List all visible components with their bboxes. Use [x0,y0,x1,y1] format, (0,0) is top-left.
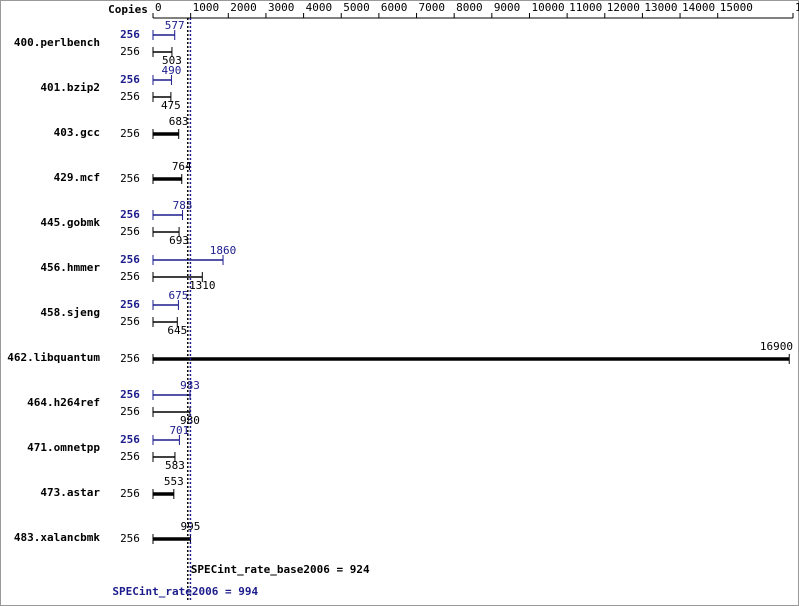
benchmark-name: 400.perlbench [14,36,100,49]
reference-label: SPECint_rate2006 = 994 [112,585,258,598]
benchmark-name: 445.gobmk [40,216,100,229]
base-copies: 256 [120,450,140,463]
x-tick-label: 4000 [306,1,333,14]
benchmark-name: 473.astar [40,486,100,499]
value-label: 693 [169,234,189,247]
value-label: 983 [180,379,200,392]
value-label: 675 [168,289,188,302]
value-label: 1860 [210,244,237,257]
x-tick-label: 17000 [795,1,799,14]
value-label: 645 [167,324,187,337]
benchmark-name: 483.xalancbmk [14,531,100,544]
value-label: 16900 [760,340,793,353]
benchmark-name: 401.bzip2 [40,81,100,94]
base-copies: 256 [120,225,140,238]
value-label: 490 [162,64,182,77]
peak-copies: 256 [120,433,140,446]
value-label: 683 [169,115,189,128]
base-copies: 256 [120,315,140,328]
value-label: 475 [161,99,181,112]
value-label: 980 [180,414,200,427]
x-tick-label: 3000 [268,1,295,14]
x-tick-label: 9000 [494,1,520,14]
x-tick-label: 12000 [607,1,640,14]
value-label: 503 [162,54,182,67]
x-tick-label: 14000 [682,1,715,14]
x-tick-label: 2000 [230,1,257,14]
x-tick-label: 5000 [343,1,370,14]
x-tick-label: 11000 [569,1,602,14]
peak-copies: 256 [120,388,140,401]
value-label: 764 [172,160,192,173]
value-label: 785 [173,199,193,212]
base-copies: 256 [120,90,140,103]
benchmark-name: 458.sjeng [40,306,100,319]
x-tick-label: 1000 [193,1,220,14]
base-copies: 256 [120,487,140,500]
value-label: 577 [165,19,185,32]
base-copies: 256 [120,127,140,140]
peak-copies: 256 [120,28,140,41]
x-tick-label: 8000 [456,1,483,14]
x-tick-label: 13000 [644,1,677,14]
base-copies: 256 [120,270,140,283]
value-label: 583 [165,459,185,472]
x-tick-label: 0 [155,1,162,14]
benchmark-name: 403.gcc [54,126,100,139]
x-tick-label: 6000 [381,1,408,14]
x-tick-label: 7000 [419,1,446,14]
value-label: 553 [164,475,184,488]
x-tick-label: 15000 [720,1,753,14]
peak-copies: 256 [120,73,140,86]
benchmark-name: 456.hmmer [40,261,100,274]
reference-label: SPECint_rate_base2006 = 924 [191,563,370,576]
benchmark-name: 462.libquantum [7,351,100,364]
base-copies: 256 [120,45,140,58]
benchmark-name: 464.h264ref [27,396,100,409]
base-copies: 256 [120,405,140,418]
copies-header: Copies [108,3,148,16]
peak-copies: 256 [120,253,140,266]
base-copies: 256 [120,352,140,365]
x-tick-label: 10000 [531,1,564,14]
base-copies: 256 [120,172,140,185]
benchmark-name: 429.mcf [54,171,100,184]
base-copies: 256 [120,532,140,545]
peak-copies: 256 [120,298,140,311]
value-label: 1310 [189,279,216,292]
peak-copies: 256 [120,208,140,221]
benchmark-name: 471.omnetpp [27,441,100,454]
value-label: 701 [169,424,189,437]
